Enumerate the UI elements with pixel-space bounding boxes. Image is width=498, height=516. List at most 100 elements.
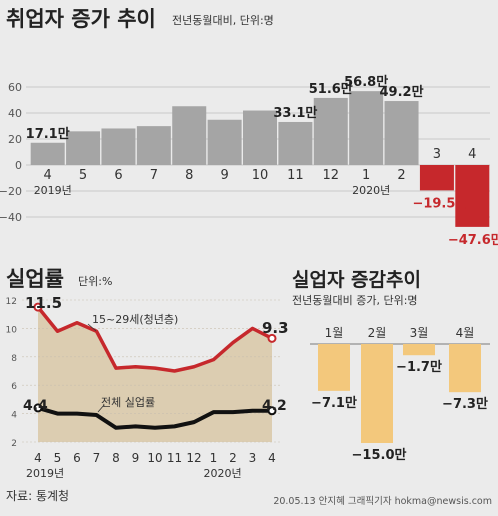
employment-ytick: 40 xyxy=(8,107,22,120)
employment-data-label: −47.6만 xyxy=(448,232,498,248)
youth-area-fill xyxy=(38,307,272,442)
unemployment-ytick: 8 xyxy=(11,354,17,364)
unemployed-subtitle: 전년동월대비 증가, 단위:명 xyxy=(292,294,418,307)
employment-category-label: 10 xyxy=(252,168,269,183)
employment-category-label: 2 xyxy=(397,168,405,183)
total-first-label: 4.4 xyxy=(23,398,48,414)
unemployment-title: 실업률 xyxy=(6,267,64,291)
unemployed-bar xyxy=(318,344,350,391)
total-callout-line xyxy=(97,404,105,413)
unemployed-bar xyxy=(449,344,481,393)
unemployment-year-label: 2019년 xyxy=(26,467,64,480)
unemployed-category-label: 1월 xyxy=(325,326,344,340)
employment-bar xyxy=(66,131,101,165)
employment-data-label: 33.1만 xyxy=(273,105,317,121)
unemployed-chart: 1월 −7.1만 2월 −15.0만 3월 −1.7만 4월 −7.3만 xyxy=(310,326,490,463)
employment-category-label: 3 xyxy=(433,147,441,162)
unemployment-category-label: 12 xyxy=(186,451,201,465)
youth-last-label: 9.3 xyxy=(262,319,289,337)
employment-category-label: 4 xyxy=(44,168,52,183)
employment-ytick: 60 xyxy=(8,81,22,94)
employment-category-label: 7 xyxy=(150,168,158,183)
employment-bar xyxy=(313,97,348,165)
employment-title: 취업자 증가 추이 xyxy=(6,7,156,31)
unemployment-category-label: 4 xyxy=(34,451,42,465)
series-endpoint xyxy=(33,403,43,413)
unemployment-category-label: 3 xyxy=(249,451,257,465)
unemployed-data-label: −7.3만 xyxy=(442,396,488,412)
unemployment-ytick: 12 xyxy=(6,297,17,307)
employment-bar xyxy=(172,106,207,165)
employment-data-label: −19.5만 xyxy=(412,195,467,211)
youth-callout-line xyxy=(87,323,97,332)
employment-category-label: 12 xyxy=(322,168,339,183)
employment-bar xyxy=(419,165,454,191)
employment-category-label: 5 xyxy=(79,168,87,183)
employment-category-label: 11 xyxy=(287,168,304,183)
unemployment-ytick: 6 xyxy=(11,382,17,392)
employment-ytick: −20 xyxy=(0,185,22,198)
employment-ytick: 20 xyxy=(8,133,22,146)
unemployment-category-label: 10 xyxy=(147,451,162,465)
unemployed-data-label: −7.1만 xyxy=(311,395,357,411)
series-endpoint xyxy=(267,406,277,416)
employment-bar xyxy=(101,128,136,165)
unemployment-category-label: 7 xyxy=(93,451,101,465)
total-series-name: 전체 실업률 xyxy=(101,396,155,409)
unemployed-title: 실업자 증감추이 xyxy=(292,269,421,291)
unemployment-ytick: 10 xyxy=(6,325,18,335)
unemployed-bar xyxy=(403,344,435,356)
unemployment-unit: 단위:% xyxy=(78,275,112,288)
employment-category-label: 1 xyxy=(362,168,370,183)
employment-bar xyxy=(278,121,313,165)
employment-bar xyxy=(243,110,277,165)
series-line xyxy=(37,405,272,430)
unemployment-category-label: 8 xyxy=(112,451,120,465)
youth-series-name: 15~29세(청년층) xyxy=(92,313,178,326)
employment-data-label: 56.8만 xyxy=(344,74,388,90)
series-line xyxy=(36,306,273,373)
unemployment-year-label: 2020년 xyxy=(204,467,242,480)
unemployed-bar xyxy=(361,344,393,443)
employment-category-label: 8 xyxy=(185,168,193,183)
youth-first-label: 11.5 xyxy=(25,294,62,312)
unemployment-ytick: 2 xyxy=(11,439,17,449)
total-last-label: 4.2 xyxy=(262,398,287,414)
unemployed-category-label: 3월 xyxy=(410,326,429,340)
employment-data-label: 17.1만 xyxy=(26,126,70,142)
employment-category-label: 4 xyxy=(468,147,476,162)
employment-data-label: 49.2만 xyxy=(380,84,424,100)
employment-bar xyxy=(30,142,65,165)
unemployment-category-label: 5 xyxy=(54,451,62,465)
unemployment-category-label: 4 xyxy=(268,451,276,465)
employment-bar xyxy=(455,165,490,227)
unemployment-category-label: 6 xyxy=(73,451,81,465)
employment-year-label: 2020년 xyxy=(352,184,390,197)
employment-ytick: −40 xyxy=(0,211,22,224)
employment-bar xyxy=(384,101,419,165)
unemployed-category-label: 4월 xyxy=(456,326,475,340)
unemployed-data-label: −15.0만 xyxy=(352,447,407,463)
source-text: 자료: 통계청 xyxy=(6,489,69,503)
employment-bar xyxy=(136,126,171,165)
unemployment-ytick: 4 xyxy=(11,411,17,421)
unemployment-category-label: 2 xyxy=(229,451,237,465)
employment-category-label: 6 xyxy=(114,168,122,183)
unemployment-category-label: 9 xyxy=(132,451,140,465)
employment-bar xyxy=(207,119,242,165)
employment-subtitle: 전년동월대비, 단위:명 xyxy=(172,14,274,27)
employment-ytick: 0 xyxy=(15,159,22,172)
employment-year-label: 2019년 xyxy=(34,184,72,197)
unemployed-data-label: −1.7만 xyxy=(396,359,442,375)
credit-text: 20.05.13 안지혜 그래픽기자 hokma@newsis.com xyxy=(273,495,492,507)
unemployment-category-label: 1 xyxy=(210,451,218,465)
unemployment-category-label: 11 xyxy=(167,451,182,465)
employment-data-label: 51.6만 xyxy=(309,81,353,97)
series-endpoint xyxy=(267,333,277,343)
unemployed-category-label: 2월 xyxy=(368,326,387,340)
employment-bar xyxy=(349,91,384,165)
